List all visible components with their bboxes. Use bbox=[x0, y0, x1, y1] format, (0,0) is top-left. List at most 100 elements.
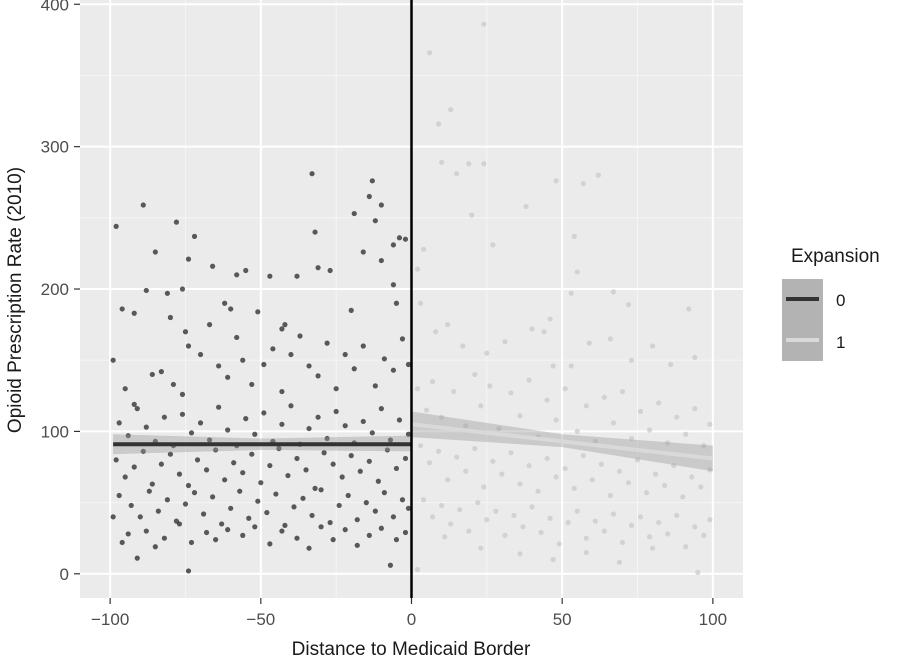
point-group-0 bbox=[372, 508, 378, 514]
point-group-1 bbox=[502, 532, 508, 538]
point-group-0 bbox=[399, 497, 406, 503]
point-group-1 bbox=[610, 511, 617, 517]
point-group-0 bbox=[318, 487, 324, 493]
point-group-0 bbox=[318, 524, 324, 530]
point-group-0 bbox=[252, 524, 258, 530]
point-group-0 bbox=[315, 373, 321, 379]
point-group-0 bbox=[164, 290, 170, 296]
point-group-1 bbox=[436, 448, 442, 454]
point-group-0 bbox=[354, 517, 360, 523]
points-group-1 bbox=[414, 21, 713, 575]
point-group-0 bbox=[285, 472, 291, 479]
point-group-1 bbox=[481, 484, 487, 490]
point-group-0 bbox=[330, 537, 336, 543]
point-group-0 bbox=[360, 418, 366, 425]
point-group-0 bbox=[366, 532, 372, 538]
point-group-0 bbox=[282, 522, 288, 528]
point-group-0 bbox=[351, 210, 357, 217]
point-group-0 bbox=[210, 494, 216, 500]
point-group-0 bbox=[234, 272, 240, 278]
point-group-1 bbox=[649, 343, 656, 349]
point-group-1 bbox=[646, 534, 653, 540]
point-group-0 bbox=[273, 491, 279, 497]
point-group-0 bbox=[345, 492, 351, 499]
point-group-0 bbox=[348, 307, 354, 313]
point-group-1 bbox=[625, 302, 632, 308]
x-tick-label: 0 bbox=[407, 610, 416, 629]
point-group-0 bbox=[240, 470, 246, 476]
point-group-0 bbox=[113, 223, 119, 229]
point-group-1 bbox=[665, 440, 671, 446]
point-group-0 bbox=[381, 356, 387, 362]
point-group-0 bbox=[170, 381, 177, 388]
point-group-0 bbox=[393, 537, 400, 543]
point-group-1 bbox=[707, 467, 713, 473]
point-group-1 bbox=[487, 383, 493, 389]
point-group-0 bbox=[369, 178, 375, 184]
point-group-1 bbox=[426, 460, 433, 466]
point-group-1 bbox=[526, 462, 532, 469]
point-group-0 bbox=[279, 388, 285, 395]
point-group-1 bbox=[529, 504, 535, 510]
point-group-1 bbox=[628, 522, 635, 528]
point-group-1 bbox=[607, 336, 614, 342]
point-group-1 bbox=[417, 300, 424, 306]
point-group-1 bbox=[592, 438, 598, 444]
point-group-0 bbox=[396, 235, 403, 241]
y-tick-label: 0 bbox=[60, 565, 69, 584]
point-group-0 bbox=[288, 403, 294, 409]
point-group-1 bbox=[701, 532, 707, 538]
point-group-0 bbox=[399, 336, 406, 342]
point-group-1 bbox=[674, 414, 680, 420]
point-group-0 bbox=[179, 391, 186, 397]
point-group-1 bbox=[526, 377, 532, 383]
point-group-0 bbox=[255, 309, 261, 315]
point-group-1 bbox=[689, 474, 695, 480]
point-group-0 bbox=[372, 218, 378, 224]
point-group-1 bbox=[472, 445, 478, 452]
point-group-1 bbox=[683, 431, 689, 437]
point-group-1 bbox=[707, 517, 713, 523]
x-tick-label: 100 bbox=[699, 610, 727, 629]
point-group-0 bbox=[261, 361, 267, 368]
point-group-0 bbox=[143, 424, 149, 430]
point-group-0 bbox=[291, 504, 297, 510]
point-group-0 bbox=[164, 497, 170, 503]
point-group-0 bbox=[216, 363, 222, 369]
point-group-0 bbox=[369, 430, 375, 436]
point-group-0 bbox=[258, 480, 264, 486]
point-group-1 bbox=[517, 481, 523, 487]
point-group-0 bbox=[381, 490, 387, 496]
point-group-1 bbox=[662, 482, 668, 489]
point-group-1 bbox=[520, 524, 526, 530]
point-group-0 bbox=[351, 366, 357, 372]
point-group-0 bbox=[378, 525, 384, 531]
point-group-0 bbox=[206, 437, 213, 443]
point-group-0 bbox=[330, 461, 336, 467]
point-group-0 bbox=[152, 249, 158, 255]
point-group-1 bbox=[550, 363, 556, 369]
fit-line-1 bbox=[411, 422, 714, 461]
point-group-0 bbox=[116, 420, 122, 426]
point-group-0 bbox=[333, 386, 339, 392]
point-group-1 bbox=[553, 178, 559, 184]
point-group-0 bbox=[167, 451, 174, 457]
point-group-1 bbox=[414, 266, 421, 272]
point-group-0 bbox=[176, 521, 183, 527]
point-group-1 bbox=[508, 390, 514, 396]
x-tick-label: −100 bbox=[91, 610, 129, 629]
legend-label-1: 1 bbox=[836, 333, 845, 352]
point-group-0 bbox=[390, 282, 397, 288]
point-group-0 bbox=[324, 340, 330, 346]
point-group-1 bbox=[628, 435, 635, 442]
point-group-0 bbox=[131, 464, 137, 470]
point-group-0 bbox=[110, 357, 116, 363]
point-group-1 bbox=[535, 488, 541, 494]
point-group-1 bbox=[439, 502, 445, 509]
point-group-1 bbox=[565, 519, 571, 526]
point-group-0 bbox=[203, 467, 210, 473]
point-group-0 bbox=[342, 351, 348, 358]
point-group-0 bbox=[182, 501, 189, 507]
point-group-0 bbox=[225, 374, 231, 380]
point-group-0 bbox=[297, 333, 303, 339]
